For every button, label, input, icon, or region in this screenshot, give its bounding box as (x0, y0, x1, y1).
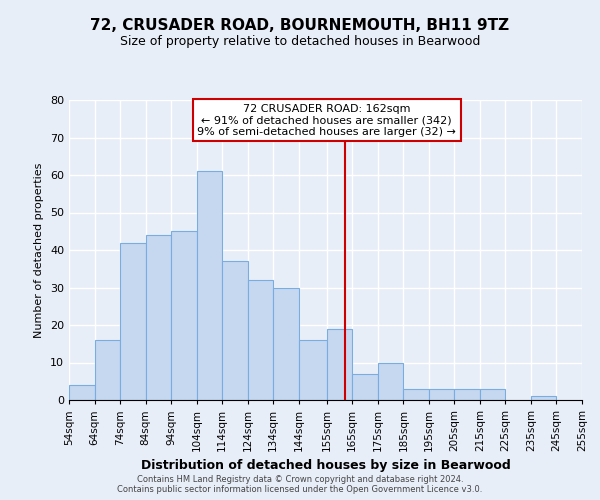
Bar (454, 389, 480, 400)
X-axis label: Distribution of detached houses by size in Bearwood: Distribution of detached houses by size … (140, 460, 511, 472)
Bar (197, 171, 222, 400)
Bar (327, 329, 352, 400)
Bar (429, 389, 454, 400)
Text: Size of property relative to detached houses in Bearwood: Size of property relative to detached ho… (120, 35, 480, 48)
Bar (299, 340, 327, 400)
Text: Contains HM Land Registry data © Crown copyright and database right 2024.
Contai: Contains HM Land Registry data © Crown c… (118, 474, 482, 494)
Bar (171, 231, 197, 400)
Text: 72, CRUSADER ROAD, BOURNEMOUTH, BH11 9TZ: 72, CRUSADER ROAD, BOURNEMOUTH, BH11 9TZ (91, 18, 509, 32)
Bar (273, 288, 299, 400)
Bar (352, 374, 378, 400)
Bar (378, 362, 403, 400)
Bar (480, 389, 505, 400)
Bar (95, 340, 120, 400)
Bar (531, 396, 556, 400)
Bar (69, 385, 95, 400)
Text: 72 CRUSADER ROAD: 162sqm
← 91% of detached houses are smaller (342)
9% of semi-d: 72 CRUSADER ROAD: 162sqm ← 91% of detach… (197, 104, 456, 137)
Bar (222, 261, 248, 400)
Bar (403, 389, 429, 400)
Bar (120, 242, 146, 400)
Bar (248, 280, 273, 400)
Y-axis label: Number of detached properties: Number of detached properties (34, 162, 44, 338)
Bar (146, 235, 171, 400)
